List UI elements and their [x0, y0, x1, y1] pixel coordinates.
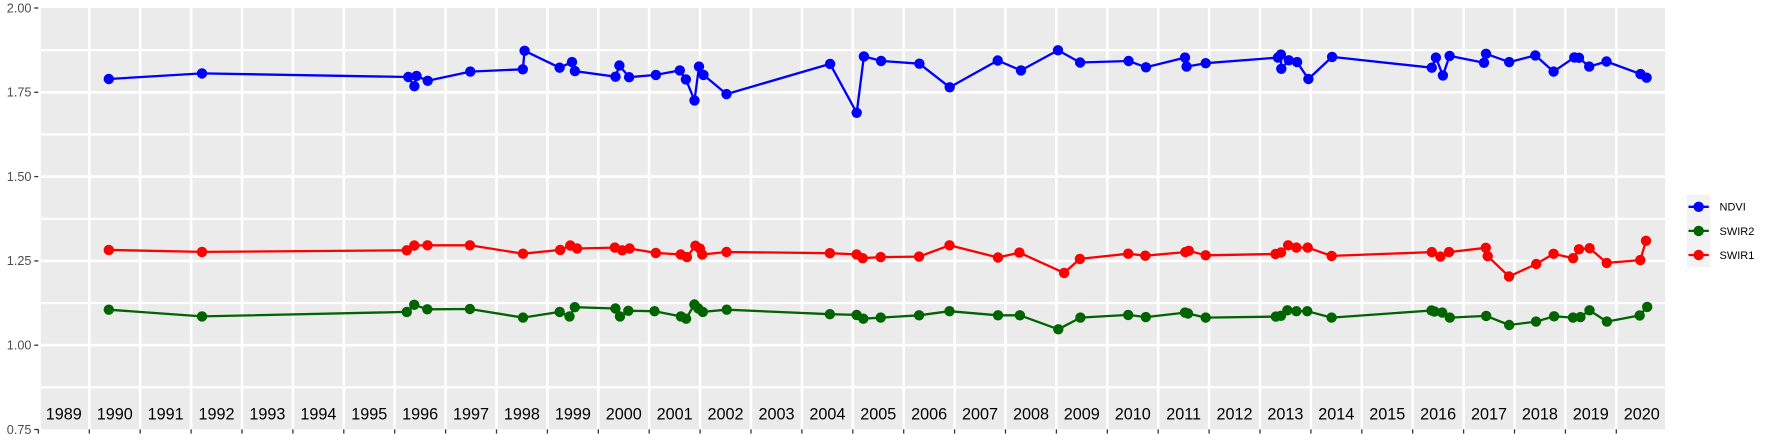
svg-text:2010: 2010 — [1115, 406, 1151, 424]
svg-text:1995: 1995 — [351, 406, 387, 424]
svg-text:2001: 2001 — [657, 406, 693, 424]
svg-text:2000: 2000 — [606, 406, 642, 424]
svg-text:1992: 1992 — [198, 406, 234, 424]
svg-text:1989: 1989 — [46, 406, 82, 424]
svg-text:1.75: 1.75 — [7, 86, 32, 100]
svg-text:1999: 1999 — [555, 406, 591, 424]
svg-text:2016: 2016 — [1420, 406, 1456, 424]
svg-text:1.25: 1.25 — [7, 254, 32, 268]
svg-text:2003: 2003 — [758, 406, 794, 424]
svg-text:SWIR1: SWIR1 — [1720, 250, 1755, 262]
svg-text:1996: 1996 — [402, 406, 438, 424]
svg-text:1.00: 1.00 — [7, 339, 32, 353]
svg-text:2011: 2011 — [1166, 406, 1201, 424]
svg-text:2013: 2013 — [1267, 406, 1303, 424]
svg-text:2008: 2008 — [1013, 406, 1049, 424]
svg-text:2017: 2017 — [1471, 406, 1507, 424]
svg-text:NDVI: NDVI — [1720, 202, 1746, 214]
svg-text:2005: 2005 — [860, 406, 896, 424]
svg-text:2019: 2019 — [1573, 406, 1609, 424]
svg-text:1.50: 1.50 — [7, 170, 32, 184]
svg-text:1997: 1997 — [453, 406, 489, 424]
svg-text:2020: 2020 — [1624, 406, 1660, 424]
svg-text:2014: 2014 — [1318, 406, 1354, 424]
svg-text:2002: 2002 — [707, 406, 743, 424]
svg-text:SWIR2: SWIR2 — [1720, 226, 1755, 238]
svg-text:1998: 1998 — [504, 406, 540, 424]
svg-text:2012: 2012 — [1216, 406, 1252, 424]
svg-text:2004: 2004 — [809, 406, 845, 424]
svg-text:2018: 2018 — [1522, 406, 1558, 424]
svg-text:2015: 2015 — [1369, 406, 1405, 424]
svg-text:1993: 1993 — [249, 406, 285, 424]
svg-text:2007: 2007 — [962, 406, 998, 424]
svg-text:2009: 2009 — [1064, 406, 1100, 424]
svg-text:1994: 1994 — [300, 406, 336, 424]
svg-text:1990: 1990 — [97, 406, 133, 424]
svg-text:2.00: 2.00 — [7, 1, 32, 15]
svg-text:2006: 2006 — [911, 406, 947, 424]
svg-text:1991: 1991 — [148, 406, 184, 424]
svg-text:0.75: 0.75 — [7, 423, 32, 437]
